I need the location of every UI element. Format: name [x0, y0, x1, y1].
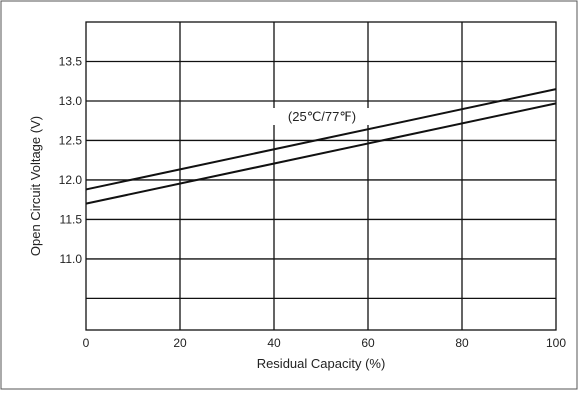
- y-tick-label: 11.0: [60, 252, 83, 266]
- y-tick-label: 11.5: [60, 212, 83, 226]
- series-line-2: [85, 102, 557, 205]
- y-tick-label: 12.5: [59, 133, 83, 147]
- series-line-1: [85, 88, 557, 191]
- temperature-annotation: (25℃/77℉): [288, 109, 356, 124]
- y-axis-label: Open Circuit Voltage (V): [28, 116, 43, 256]
- plot-border: [85, 21, 557, 331]
- grid: [85, 21, 557, 331]
- y-tick-label: 13.5: [59, 54, 83, 68]
- y-tick-label: 13.0: [59, 94, 83, 108]
- tick-labels: 0 20 40 60 80 100 11.0 11.5 12.0 12.5 13.0 13.5: [59, 54, 567, 350]
- x-tick-label: 100: [546, 336, 566, 350]
- series-lines: [85, 88, 557, 205]
- x-tick-label: 20: [173, 336, 187, 350]
- x-tick-label: 60: [361, 336, 375, 350]
- x-tick-label: 80: [455, 336, 469, 350]
- x-tick-label: 40: [267, 336, 281, 350]
- y-tick-label: 12.0: [59, 173, 83, 187]
- x-axis-label: Residual Capacity (%): [257, 356, 386, 371]
- x-tick-label: 0: [83, 336, 90, 350]
- annotation-background: [272, 108, 372, 125]
